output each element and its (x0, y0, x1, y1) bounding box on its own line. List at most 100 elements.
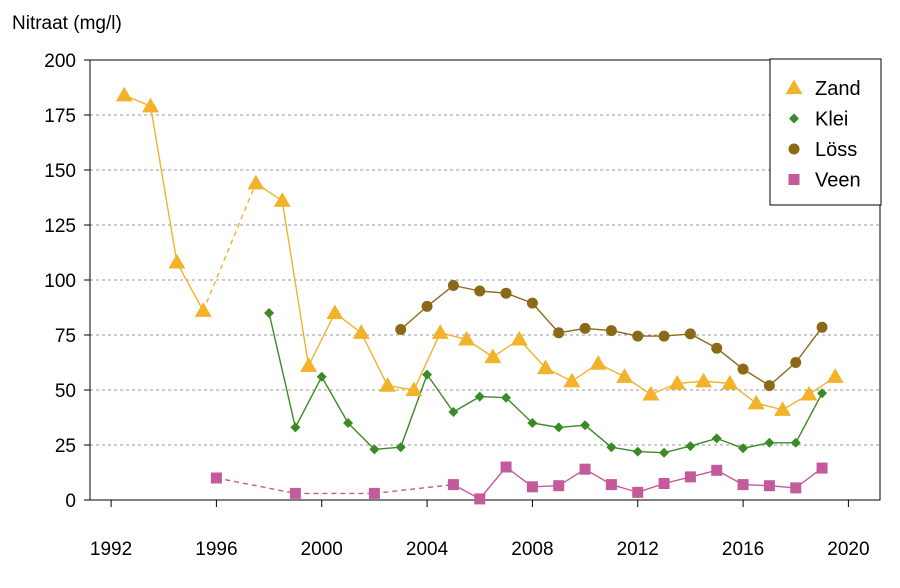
y-tick-label: 75 (55, 326, 76, 347)
series-line-veen (216, 477, 296, 495)
data-point-zand (273, 192, 291, 207)
data-point-veen (579, 463, 591, 475)
data-point-veen (632, 486, 644, 498)
series-line-zand (307, 312, 336, 367)
data-point-klei (369, 444, 380, 455)
plot-frame (89, 59, 881, 501)
x-tick-label: 1996 (195, 539, 237, 560)
y-tick-label: 125 (44, 216, 76, 237)
data-point-zand (484, 348, 502, 364)
series-line-lss (531, 302, 560, 334)
data-point-zand (616, 368, 634, 383)
series-line-klei (400, 374, 428, 448)
y-axis: 0 25 50 75 100 125 150 175 200 (44, 51, 90, 512)
series-line-lss (768, 361, 797, 387)
series-line-klei (268, 312, 297, 428)
series-line-lss (716, 347, 744, 370)
data-point-zand (695, 372, 713, 388)
y-axis-label: Nitraat (mg/l) (12, 13, 122, 34)
data-point-veen (605, 479, 617, 491)
data-point-klei (711, 433, 722, 444)
legend-marker-lss (788, 143, 800, 155)
x-axis: 1992 1996 2000 2004 2008 2012 2016 2020 (90, 500, 870, 560)
data-point-lss (579, 322, 591, 334)
data-point-klei (606, 442, 617, 453)
data-point-lss (526, 297, 538, 309)
data-point-lss (421, 300, 433, 312)
data-point-zand (642, 385, 660, 401)
x-tick-label: 2004 (406, 539, 449, 560)
data-point-zand (431, 324, 449, 339)
data-point-veen (474, 493, 486, 505)
series-line-zand (281, 200, 310, 366)
x-tick-label: 2008 (511, 539, 553, 560)
data-point-lss (816, 321, 828, 333)
data-point-lss (447, 280, 459, 291)
data-point-zand (142, 97, 160, 113)
data-point-klei (817, 388, 828, 399)
data-point-veen (447, 479, 459, 491)
data-point-lss (790, 357, 802, 368)
data-point-zand (247, 174, 265, 190)
data-point-klei (553, 422, 564, 433)
data-point-klei (580, 420, 591, 431)
data-point-klei (474, 391, 485, 402)
data-point-zand (800, 385, 818, 401)
legend: Zand Klei Löss Veen (769, 58, 882, 206)
data-point-lss (763, 380, 775, 392)
data-point-veen (289, 487, 301, 499)
data-point-veen (684, 471, 696, 483)
data-point-zand (194, 302, 212, 317)
data-point-lss (474, 285, 486, 297)
data-point-veen (210, 472, 222, 484)
legend-label-zand: Zand (815, 78, 861, 100)
data-point-klei (501, 392, 512, 403)
data-point-lss (605, 325, 617, 337)
data-point-veen (763, 480, 775, 492)
data-point-veen (711, 464, 723, 476)
data-point-klei (290, 422, 301, 433)
data-point-zand (352, 324, 370, 339)
y-tick-label: 200 (44, 51, 76, 72)
legend-marker-veen (788, 174, 800, 185)
y-tick-label: 150 (44, 161, 76, 182)
data-point-zand (537, 359, 555, 375)
data-point-lss (632, 330, 644, 342)
data-point-zand (326, 304, 344, 320)
series-line-zand (202, 182, 257, 312)
data-point-klei (764, 437, 775, 448)
series-line-klei (321, 376, 349, 424)
legend-marker-klei (789, 113, 799, 124)
series-line-klei (294, 376, 323, 428)
y-tick-label: 25 (55, 436, 76, 457)
data-point-klei (790, 437, 801, 448)
series-line-lss (400, 305, 428, 331)
series-line-klei (584, 424, 612, 448)
data-point-veen (368, 487, 380, 499)
data-point-zand (721, 374, 739, 390)
data-point-zand (458, 330, 476, 346)
data-point-klei (316, 371, 327, 382)
data-point-veen (816, 462, 828, 474)
data-point-klei (448, 407, 459, 417)
data-point-klei (343, 418, 354, 428)
series-lines (123, 94, 836, 500)
legend-marker-zand (785, 79, 803, 95)
x-tick-label: 2000 (301, 539, 343, 560)
data-point-zand (405, 381, 423, 397)
data-point-veen (737, 479, 749, 491)
data-point-zand (747, 394, 765, 410)
series-line-klei (690, 437, 717, 447)
data-point-veen (790, 482, 802, 494)
x-tick-label: 2012 (617, 539, 659, 560)
data-point-veen (500, 461, 512, 473)
series-line-klei (453, 395, 481, 413)
data-point-zand (510, 330, 528, 346)
data-point-veen (526, 481, 538, 493)
series-markers (115, 86, 844, 505)
series-line-klei (505, 397, 533, 424)
y-tick-label: 100 (44, 271, 76, 292)
x-tick-label: 2016 (722, 539, 764, 560)
legend-label-lss: Löss (815, 139, 857, 161)
